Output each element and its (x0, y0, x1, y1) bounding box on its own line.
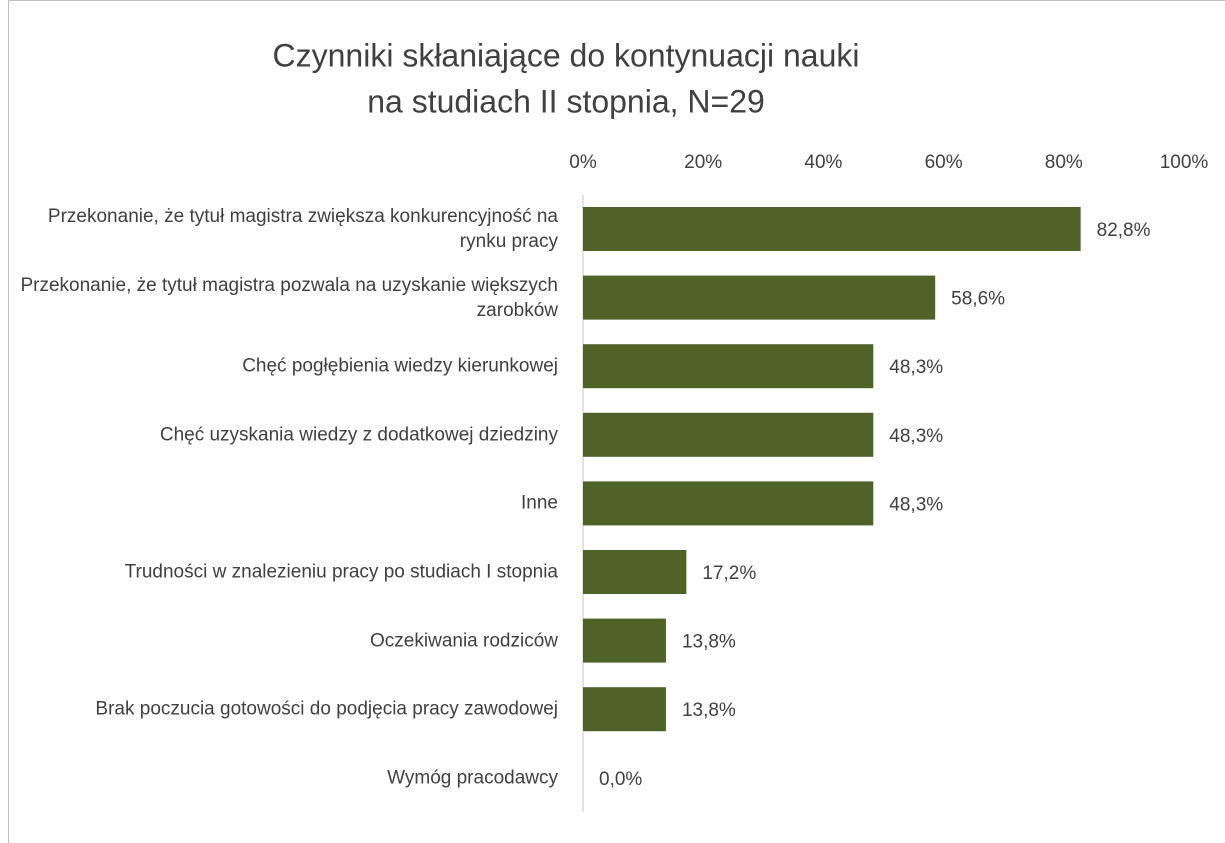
x-tick-label: 20% (684, 152, 722, 173)
bar (583, 687, 666, 732)
data-label: 48,3% (889, 494, 943, 515)
bar (583, 207, 1081, 251)
data-label: 82,8% (1097, 220, 1151, 241)
chart-border (8, 0, 1225, 843)
y-tick-label: Inne (521, 492, 558, 514)
data-label: 48,3% (889, 357, 943, 378)
bar (583, 618, 666, 663)
y-tick-label: Wymóg pracodawcy (387, 767, 558, 789)
y-tick-label: Trudności w znalezieniu pracy po studiac… (124, 561, 558, 583)
y-tick-label: Przekonanie, że tytuł magistra zwiększa … (47, 206, 558, 252)
y-tick-label: Brak poczucia gotowości do podjęcia prac… (95, 698, 558, 720)
data-label: 58,6% (951, 289, 1005, 310)
x-tick-label: 0% (569, 152, 597, 173)
bar (583, 550, 687, 594)
bar (583, 412, 874, 457)
x-tick-label: 80% (1045, 152, 1083, 173)
x-tick-label: 60% (925, 152, 963, 173)
chart-title: Czynniki skłaniające do kontynuacji nauk… (273, 37, 860, 73)
bar (583, 275, 936, 320)
data-label: 13,8% (682, 632, 736, 653)
data-label: 13,8% (682, 700, 736, 721)
chart-title: na studiach II stopnia, N=29 (367, 83, 765, 119)
y-tick-label: Przekonanie, że tytuł magistra pozwala n… (20, 274, 558, 321)
data-label: 0,0% (599, 769, 642, 790)
y-tick-label: Oczekiwania rodziców (370, 630, 558, 652)
bar (583, 344, 874, 389)
x-tick-label: 40% (804, 152, 842, 173)
data-label: 17,2% (702, 563, 756, 584)
x-tick-label: 100% (1160, 152, 1209, 173)
y-tick-label: Chęć uzyskania wiedzy z dodatkowej dzied… (159, 424, 558, 446)
bar (583, 481, 874, 526)
y-tick-label: Chęć pogłębienia wiedzy kierunkowej (242, 355, 558, 377)
data-label: 48,3% (889, 426, 943, 447)
